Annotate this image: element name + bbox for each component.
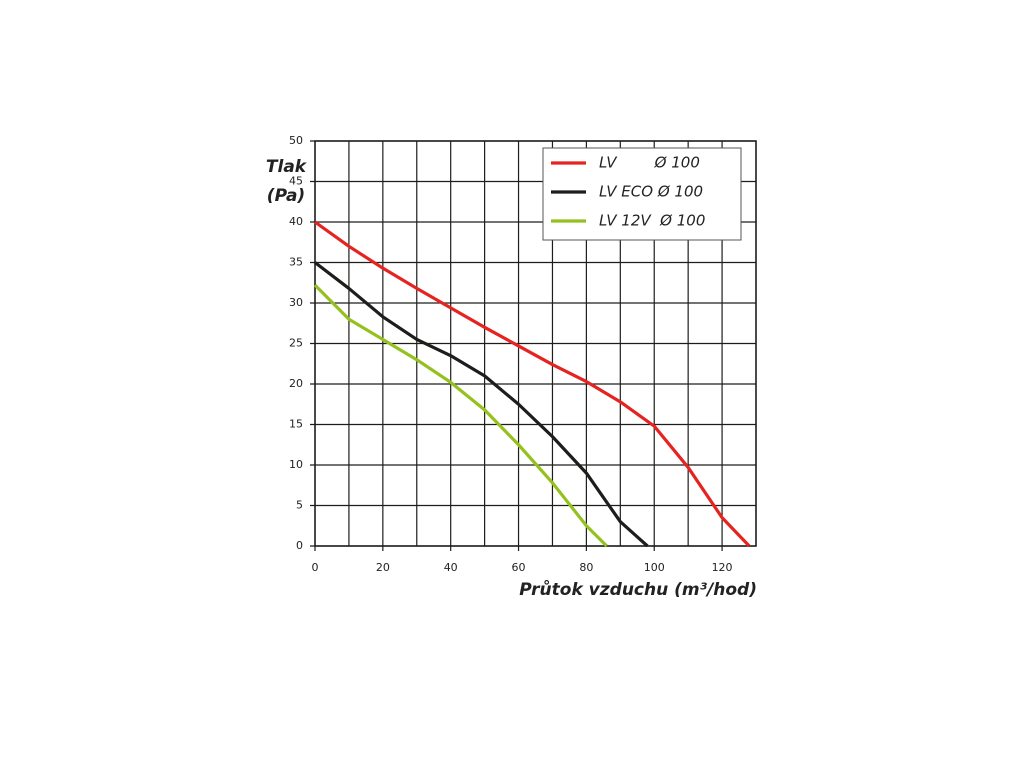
series-line xyxy=(314,261,649,548)
y-tick-label: 35 xyxy=(289,256,303,269)
y-tick-label: 0 xyxy=(296,539,303,552)
legend-label: LV 12V Ø 100 xyxy=(599,212,705,230)
x-tick-label: 100 xyxy=(644,561,665,574)
legend-label: LV ECO Ø 100 xyxy=(599,183,703,201)
y-tick-label: 40 xyxy=(289,215,303,228)
x-tick-label: 0 xyxy=(312,561,319,574)
y-axis-unit: (Pa) xyxy=(267,186,305,206)
y-tick-label: 20 xyxy=(289,377,303,390)
series-line xyxy=(313,284,608,548)
y-tick-label: 50 xyxy=(289,134,303,147)
y-tick-label: 15 xyxy=(289,418,303,431)
x-axis-title: Průtok vzduchu (m³/hod) xyxy=(519,579,757,600)
legend-label: LV Ø 100 xyxy=(599,154,700,172)
y-tick-label: 30 xyxy=(289,296,303,309)
x-tick-label: 20 xyxy=(376,561,390,574)
y-tick-label: 45 xyxy=(289,175,303,188)
plot-frame xyxy=(314,140,757,547)
x-tick-label: 80 xyxy=(579,561,593,574)
x-tick-label: 60 xyxy=(512,561,526,574)
x-tick-label: 40 xyxy=(444,561,458,574)
series-line xyxy=(314,220,751,548)
y-tick-label: 5 xyxy=(296,499,303,512)
y-tick-label: 25 xyxy=(289,337,303,350)
x-tick-label: 120 xyxy=(712,561,733,574)
legend-box xyxy=(542,147,742,241)
y-tick-label: 10 xyxy=(289,458,303,471)
y-axis-title: Tlak xyxy=(266,157,308,177)
